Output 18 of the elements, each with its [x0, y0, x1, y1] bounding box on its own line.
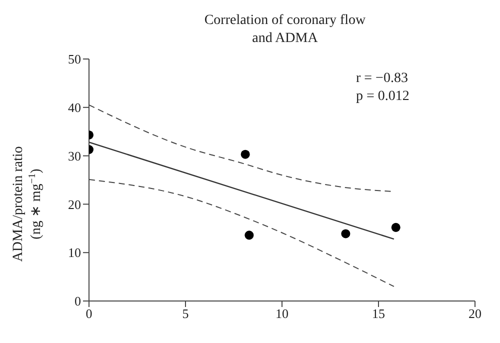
point [240, 150, 250, 159]
y-tick-label: 40 [68, 100, 81, 116]
x-tick-label: 10 [276, 306, 288, 322]
annotation: p = 0.012 [356, 89, 410, 104]
point [244, 230, 254, 240]
y-tick-label: 50 [68, 52, 81, 67]
x-tick-label: 15 [372, 306, 385, 322]
x-tick-label: 5 [182, 306, 189, 322]
y-tick-label: 0 [74, 294, 81, 309]
x-tick-label: 20 [468, 306, 482, 322]
y-tick-label: 10 [68, 245, 81, 260]
point [341, 229, 350, 238]
y-tick-label: 20 [68, 196, 81, 212]
x-tick-label: 0 [86, 306, 92, 322]
chart-title: Correlation of coronary flow and ADMA [204, 13, 367, 46]
annotation: r = −0.83 [356, 71, 408, 86]
point [391, 222, 400, 232]
y-tick-label: 30 [68, 148, 81, 164]
